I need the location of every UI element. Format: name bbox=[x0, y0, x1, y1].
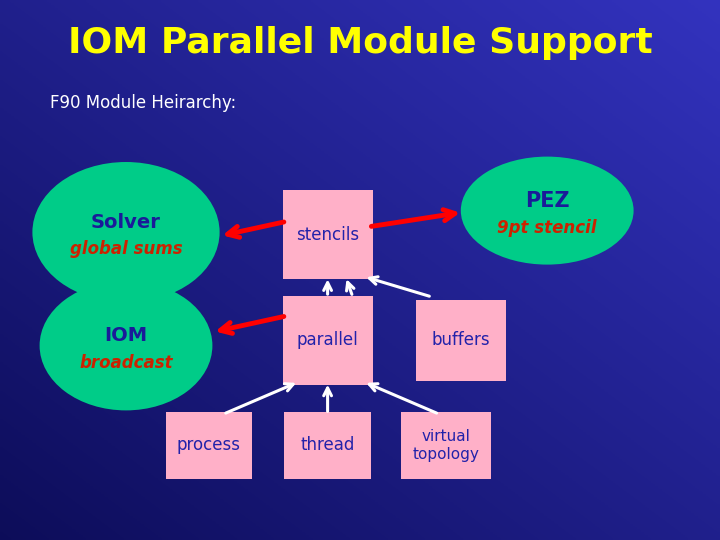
FancyBboxPatch shape bbox=[283, 296, 373, 384]
Text: parallel: parallel bbox=[297, 331, 359, 349]
FancyBboxPatch shape bbox=[284, 411, 371, 480]
Text: PEZ: PEZ bbox=[525, 191, 570, 211]
Text: global sums: global sums bbox=[70, 240, 182, 259]
Ellipse shape bbox=[461, 157, 634, 265]
FancyBboxPatch shape bbox=[416, 300, 505, 381]
Text: IOM Parallel Module Support: IOM Parallel Module Support bbox=[68, 26, 652, 60]
FancyBboxPatch shape bbox=[166, 411, 252, 480]
Text: broadcast: broadcast bbox=[79, 354, 173, 372]
Text: virtual
topology: virtual topology bbox=[413, 429, 480, 462]
Ellipse shape bbox=[32, 162, 220, 302]
Text: Solver: Solver bbox=[91, 213, 161, 232]
Text: F90 Module Heirarchy:: F90 Module Heirarchy: bbox=[50, 93, 237, 112]
FancyBboxPatch shape bbox=[402, 411, 491, 480]
FancyBboxPatch shape bbox=[283, 191, 373, 280]
Text: process: process bbox=[177, 436, 240, 455]
Text: stencils: stencils bbox=[296, 226, 359, 244]
Text: thread: thread bbox=[300, 436, 355, 455]
Text: 9pt stencil: 9pt stencil bbox=[498, 219, 597, 237]
Text: buffers: buffers bbox=[431, 331, 490, 349]
Text: IOM: IOM bbox=[104, 326, 148, 346]
Ellipse shape bbox=[40, 281, 212, 410]
